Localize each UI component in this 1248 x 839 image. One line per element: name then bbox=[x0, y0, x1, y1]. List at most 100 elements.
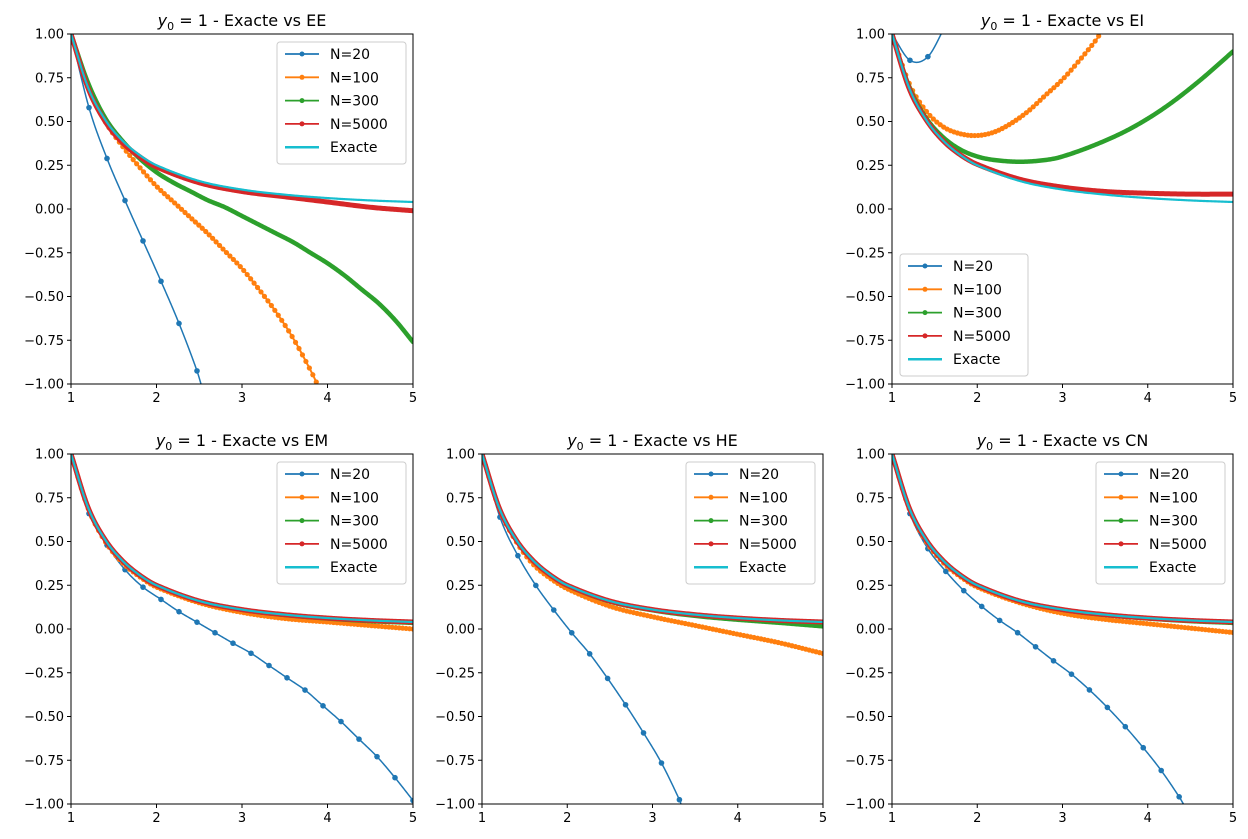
legend-label: N=100 bbox=[330, 490, 379, 506]
legend: N=20 N=100 N=300 N=5000 Exacte bbox=[276, 41, 407, 165]
y-tick-label: −0.25 bbox=[435, 666, 475, 681]
y-tick-label: −0.25 bbox=[24, 246, 64, 261]
legend-marker bbox=[299, 121, 305, 127]
data-point bbox=[140, 169, 147, 175]
data-point bbox=[550, 607, 557, 613]
data-point bbox=[1061, 75, 1067, 81]
x-tick-label: 3 bbox=[1058, 811, 1066, 826]
x-tick-label: 5 bbox=[1229, 391, 1237, 406]
x-tick-label: 1 bbox=[888, 811, 896, 826]
data-point bbox=[258, 289, 264, 295]
data-point bbox=[1078, 55, 1085, 61]
x-tick-label: 2 bbox=[973, 811, 981, 826]
legend-label: N=100 bbox=[953, 282, 1002, 298]
data-point bbox=[907, 57, 913, 64]
x-tick-label: 2 bbox=[563, 811, 571, 826]
data-point bbox=[176, 320, 182, 327]
data-point bbox=[356, 736, 362, 742]
series-line-n-300 bbox=[892, 34, 1233, 164]
y-tick-label: −0.25 bbox=[24, 666, 64, 681]
series-line-n-20 bbox=[71, 34, 202, 384]
x-tick-label: 5 bbox=[409, 811, 417, 826]
legend-marker bbox=[922, 263, 928, 269]
data-point bbox=[820, 650, 823, 657]
legend-label: N=20 bbox=[330, 467, 370, 483]
y-tick-label: 0.25 bbox=[35, 579, 64, 594]
legend-marker bbox=[299, 74, 305, 80]
data-point bbox=[134, 161, 140, 167]
y-tick-label: 0.75 bbox=[856, 71, 885, 86]
data-point bbox=[1092, 38, 1098, 44]
data-point bbox=[1140, 744, 1147, 751]
data-point bbox=[216, 242, 223, 249]
data-point bbox=[254, 284, 261, 291]
legend-label: N=100 bbox=[739, 490, 788, 506]
series-line-n-20 bbox=[892, 454, 1185, 804]
series-line-exacte bbox=[71, 34, 413, 204]
y-tick-label: 0.75 bbox=[446, 491, 475, 506]
data-point bbox=[303, 358, 309, 365]
y-tick-label: 0.50 bbox=[856, 115, 885, 130]
data-point bbox=[212, 629, 218, 636]
data-point bbox=[296, 345, 302, 352]
data-point bbox=[306, 365, 312, 371]
legend-box bbox=[276, 41, 407, 165]
legend: N=20 N=100 N=300 N=5000 Exacte bbox=[685, 461, 816, 585]
chart-title: y0 = 1 - Exacte vs EI bbox=[980, 11, 1144, 33]
series-line-n-20 bbox=[71, 454, 413, 802]
x-tick-label: 5 bbox=[1229, 811, 1237, 826]
data-point bbox=[127, 152, 133, 159]
legend-box bbox=[899, 253, 1029, 377]
legend: N=20 N=100 N=300 N=5000 Exacte bbox=[899, 253, 1029, 377]
plot-area bbox=[482, 454, 823, 804]
data-point bbox=[1058, 78, 1064, 84]
y-tick-label: −0.50 bbox=[24, 710, 64, 725]
data-point bbox=[203, 228, 209, 235]
data-point bbox=[194, 619, 200, 625]
data-point bbox=[158, 278, 164, 285]
x-tick-label: 3 bbox=[238, 391, 246, 406]
data-point bbox=[86, 104, 92, 111]
data-point bbox=[1086, 687, 1093, 693]
y-tick-label: 0.50 bbox=[35, 535, 64, 550]
y-tick-label: 0.75 bbox=[856, 491, 885, 506]
y-tick-label: 0.75 bbox=[35, 71, 64, 86]
y-tick-label: −0.75 bbox=[24, 754, 64, 769]
data-point bbox=[165, 194, 171, 200]
data-point bbox=[104, 155, 110, 162]
data-point bbox=[1044, 91, 1050, 97]
y-tick-label: −0.75 bbox=[845, 334, 885, 349]
y-tick-label: −0.50 bbox=[24, 290, 64, 305]
legend-label: N=5000 bbox=[330, 117, 388, 133]
legend-label: N=300 bbox=[330, 514, 379, 530]
data-point bbox=[161, 191, 167, 197]
data-point bbox=[302, 687, 308, 693]
data-point bbox=[1030, 104, 1036, 110]
y-tick-label: −0.25 bbox=[845, 246, 885, 261]
y-tick-label: 0.25 bbox=[856, 159, 885, 174]
data-point bbox=[282, 322, 288, 329]
data-point bbox=[1104, 704, 1111, 711]
y-tick-label: −1.00 bbox=[24, 798, 64, 813]
data-point bbox=[1023, 110, 1029, 116]
y-tick-label: 0.75 bbox=[35, 491, 64, 506]
data-point bbox=[248, 650, 254, 657]
y-tick-label: 0.50 bbox=[856, 535, 885, 550]
x-tick-label: 3 bbox=[1058, 391, 1066, 406]
panel-CN: y0 = 1 - Exacte vs CN 1 2 3 4 5 −1.00 −0.75 −0.5… bbox=[845, 431, 1237, 826]
legend-marker bbox=[708, 471, 714, 477]
data-point bbox=[1065, 71, 1071, 77]
x-tick-label: 4 bbox=[1144, 391, 1152, 406]
data-point bbox=[410, 797, 413, 804]
legend-marker bbox=[1118, 518, 1124, 524]
x-tick-label: 3 bbox=[648, 811, 656, 826]
chart-title: y0 = 1 - Exacte vs EE bbox=[157, 11, 327, 33]
data-point bbox=[284, 674, 290, 681]
y-tick-label: −0.75 bbox=[24, 334, 64, 349]
legend-label: N=5000 bbox=[953, 329, 1011, 345]
y-tick-label: 1.00 bbox=[35, 448, 64, 463]
y-tick-label: −1.00 bbox=[24, 378, 64, 393]
data-point bbox=[172, 200, 178, 206]
panel-EI: y0 = 1 - Exacte vs EI 1 2 3 4 5 −1.00 −0.75 −0.5… bbox=[845, 11, 1237, 406]
